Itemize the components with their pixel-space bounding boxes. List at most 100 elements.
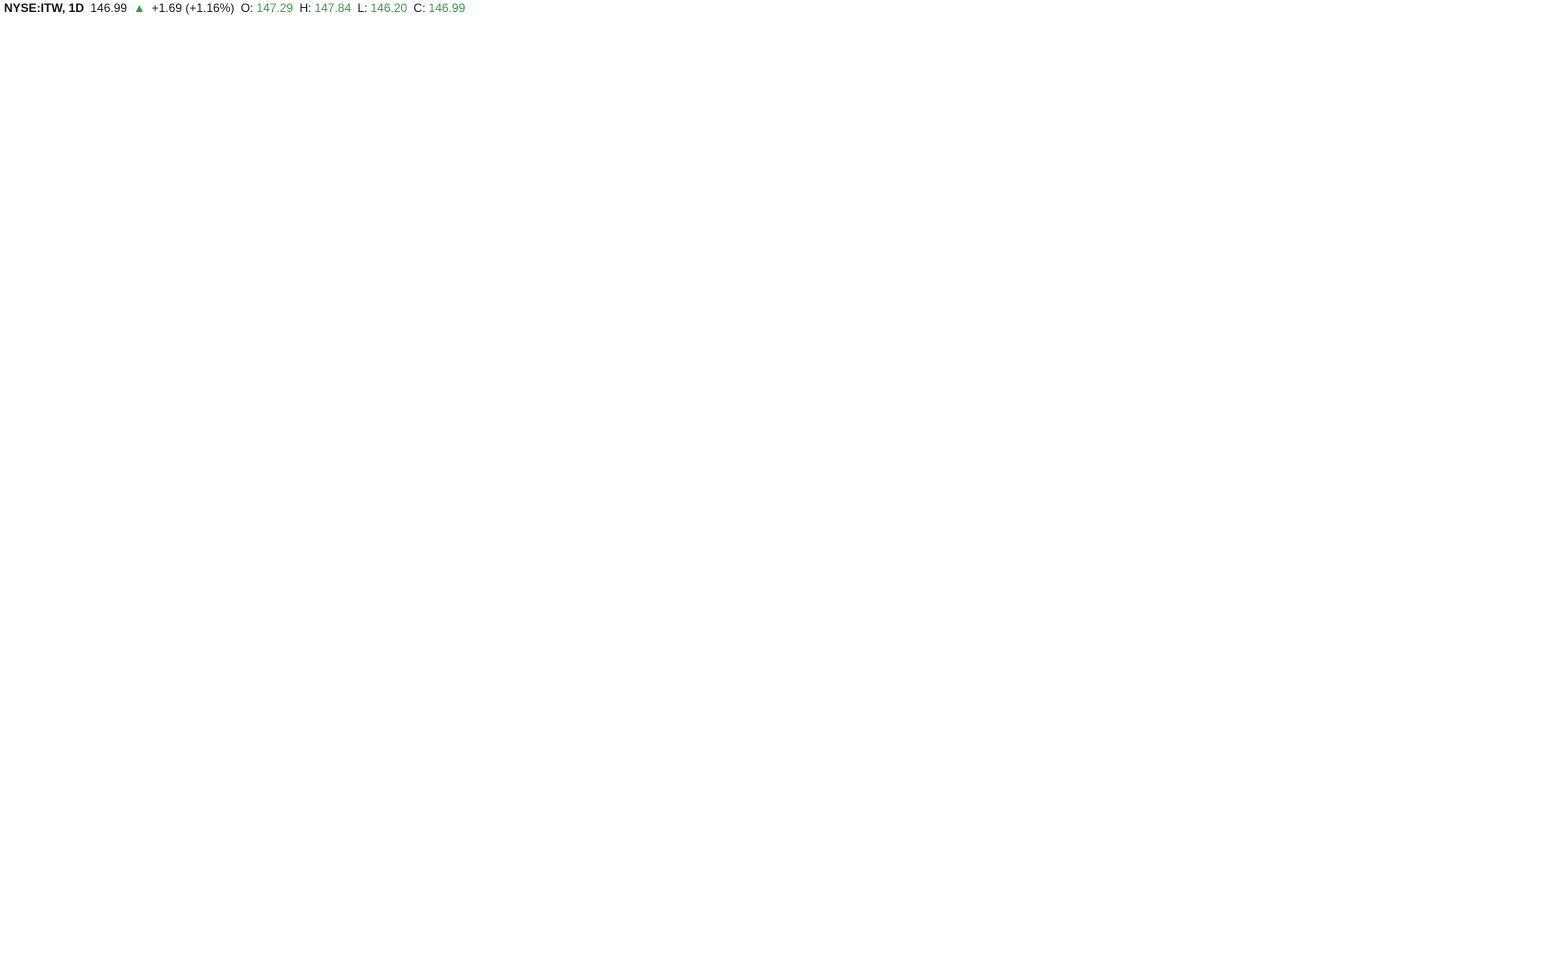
candle-body: [19, 691, 25, 730]
event-marker: [286, 904, 310, 928]
candle-body: [898, 254, 903, 274]
candle-body: [242, 710, 248, 749]
candle-body: [431, 501, 437, 559]
legend-header: NYSE:ITW, 1D 146.99 ▲ +1.69 (+1.16%) O: 1…: [4, 0, 468, 18]
candle-body: [1216, 235, 1221, 274]
candle-body: [851, 216, 856, 236]
candle-body: [857, 235, 863, 255]
candle-body: [141, 539, 146, 578]
x-tick-label: Nov: [32, 940, 52, 952]
candle-body: [796, 140, 802, 179]
candle-body: [1026, 273, 1032, 312]
y-tick-label: 134.00: [1488, 571, 1522, 583]
candle-body: [627, 349, 633, 388]
candle-body: [53, 615, 58, 635]
candle-body: [1087, 273, 1093, 293]
candle-body: [262, 729, 268, 825]
candle-body: [1094, 235, 1100, 274]
event-marker: [817, 904, 841, 928]
candle-body: [506, 368, 511, 388]
candle-body: [175, 482, 180, 540]
candle-body: [1236, 140, 1241, 198]
last-price: 146.99: [90, 1, 128, 15]
candle-body: [1303, 292, 1309, 331]
candle-body: [513, 368, 518, 388]
candle-body: [1317, 273, 1323, 312]
candle-body: [283, 748, 288, 806]
candle-body: [661, 349, 667, 388]
y-tick-label: 126.00: [1488, 723, 1522, 735]
x-tick-label: Aug: [1273, 940, 1293, 952]
candle-body: [202, 634, 207, 654]
event-label: D: [1120, 911, 1128, 923]
candle-body: [276, 805, 282, 863]
candle-body: [222, 615, 227, 673]
candle-body: [148, 482, 153, 540]
event-label: D: [294, 911, 302, 923]
candle-body: [371, 596, 376, 635]
candle-body: [384, 615, 390, 635]
candle-body: [682, 254, 687, 274]
candle-body: [1276, 235, 1282, 274]
x-tick-label: Feb: [440, 940, 459, 952]
candle-body: [871, 273, 876, 293]
candle-body: [1189, 273, 1194, 312]
close: 146.99: [428, 1, 466, 15]
candle-body: [594, 387, 599, 407]
candle-body: [486, 387, 491, 407]
candle-body: [66, 577, 72, 597]
candle-body: [972, 444, 978, 464]
candle-body: [1344, 216, 1350, 236]
candle-body: [1378, 216, 1383, 236]
candle-body: [404, 539, 410, 559]
candle-body: [1398, 311, 1404, 350]
y-tick-label: 156.00: [1488, 153, 1522, 165]
candle-body: [1060, 235, 1066, 255]
candle-body: [1101, 235, 1106, 255]
candle-body: [154, 463, 160, 483]
candle-body: [39, 634, 45, 673]
y-tick-label: 118.00: [1488, 875, 1521, 887]
y-tick-label: 132.00: [1488, 609, 1522, 621]
candle-body: [1405, 349, 1410, 369]
candle-body: [1337, 235, 1343, 274]
candle-body: [492, 368, 498, 388]
candle-body: [1040, 216, 1045, 236]
x-tick-label: Sep: [1418, 940, 1438, 952]
candle-body: [323, 615, 329, 673]
x-tick-label: Dec: [174, 940, 194, 952]
event-marker: [1246, 904, 1270, 928]
candle-body: [1331, 273, 1336, 331]
candle-body: [959, 368, 964, 407]
candle-body: [472, 387, 478, 426]
candle-body: [208, 596, 214, 635]
candle-body: [438, 501, 444, 521]
candle-body: [249, 748, 255, 768]
last-price-box: [1483, 322, 1535, 339]
open-label: O:: [240, 1, 254, 15]
candle-body: [749, 140, 755, 160]
event-label: D: [701, 911, 709, 923]
candle-body: [884, 292, 890, 312]
candle-body: [391, 596, 396, 635]
candle-body: [161, 463, 167, 521]
y-tick-label: 158.00: [1488, 115, 1522, 127]
y-tick-label: 130.00: [1488, 647, 1522, 659]
change-arrow: ▲: [133, 1, 146, 15]
candle-body: [1385, 235, 1390, 274]
close-label: C:: [413, 1, 426, 15]
candle-body: [479, 387, 484, 407]
candle-body: [60, 596, 65, 635]
candle-body: [127, 558, 133, 560]
candle-body: [648, 406, 653, 426]
event-label: E: [445, 911, 452, 923]
candle-body: [134, 558, 140, 578]
candle-body: [1067, 254, 1072, 293]
candle-body: [560, 463, 565, 483]
candle-body: [1310, 273, 1316, 293]
candle-body: [1175, 330, 1181, 350]
candle-body: [709, 197, 714, 236]
candle-body: [310, 634, 315, 654]
candle-body: [1107, 254, 1113, 274]
x-tick-label: Mar: [561, 940, 580, 952]
